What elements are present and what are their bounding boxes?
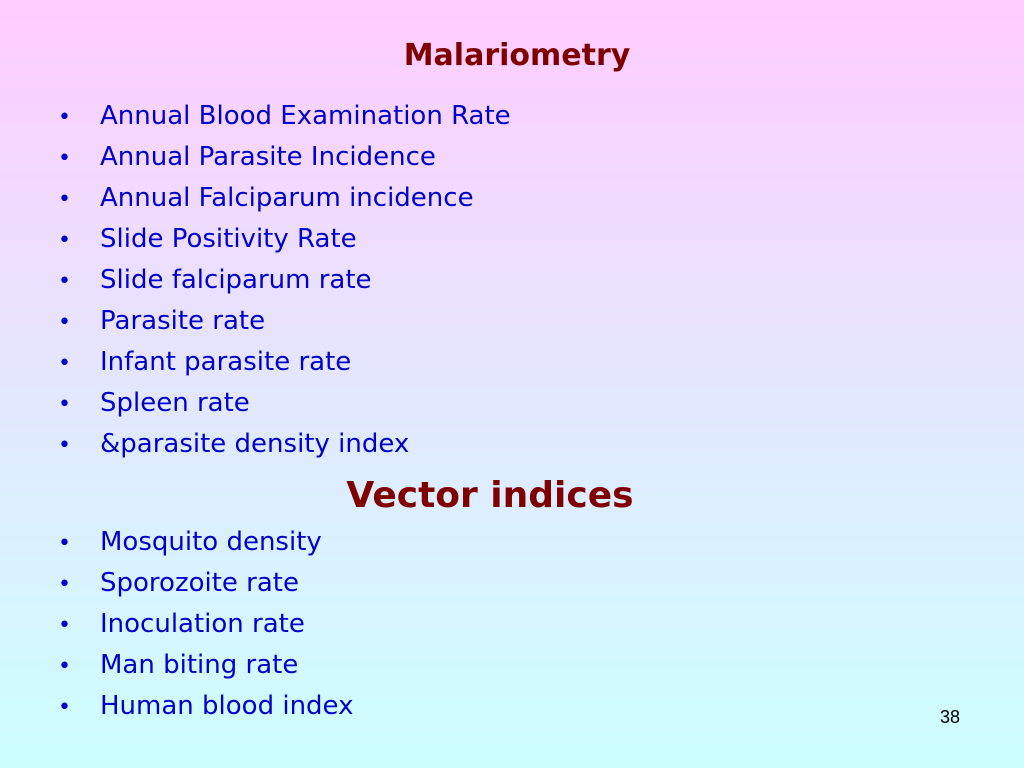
bullet-icon: • — [58, 146, 71, 171]
list-item-label: Slide falciparum rate — [100, 265, 372, 295]
list-item: • Slide Positivity Rate — [58, 219, 511, 260]
bullet-icon: • — [58, 310, 71, 335]
list-item: • Annual Parasite Incidence — [58, 137, 511, 178]
list-item: • Mosquito density — [58, 522, 353, 563]
list-item-label: Infant parasite rate — [100, 347, 352, 377]
list-item: • Infant parasite rate — [58, 342, 511, 383]
list-item-label: &parasite density index — [100, 429, 410, 459]
bullet-icon: • — [58, 613, 71, 638]
bullet-icon: • — [58, 228, 71, 253]
list-item-label: Inoculation rate — [100, 609, 305, 639]
list-item: • Inoculation rate — [58, 604, 353, 645]
list-item: • Annual Falciparum incidence — [58, 178, 511, 219]
bullet-icon: • — [58, 433, 71, 458]
list-item-label: Slide Positivity Rate — [100, 224, 357, 254]
slide-title: Malariometry — [403, 38, 631, 73]
vector-indices-list: • Mosquito density • Sporozoite rate • Inoc… — [58, 522, 353, 727]
list-item-label: Sporozoite rate — [100, 568, 299, 598]
malariometry-list: • Annual Blood Examination Rate • Annual P… — [58, 96, 511, 465]
bullet-icon: • — [58, 531, 71, 556]
list-item-label: Annual Falciparum incidence — [100, 183, 474, 213]
list-item-label: Annual Parasite Incidence — [100, 142, 436, 172]
bullet-icon: • — [58, 654, 71, 679]
list-item: • Slide falciparum rate — [58, 260, 511, 301]
list-item-label: Man biting rate — [100, 650, 299, 680]
list-item: • Spleen rate — [58, 383, 511, 424]
list-item: • Sporozoite rate — [58, 563, 353, 604]
bullet-icon: • — [58, 392, 71, 417]
list-item: • Parasite rate — [58, 301, 511, 342]
bullet-icon: • — [58, 187, 71, 212]
bullet-icon: • — [58, 105, 71, 130]
bullet-icon: • — [58, 695, 71, 720]
list-item-label: Mosquito density — [100, 527, 322, 557]
list-item-label: Human blood index — [100, 691, 354, 721]
list-item-label: Spleen rate — [100, 388, 250, 418]
bullet-icon: • — [58, 269, 71, 294]
bullet-icon: • — [58, 351, 71, 376]
list-item-label: Parasite rate — [100, 306, 266, 336]
page-number: 38 — [940, 707, 961, 727]
section-title-vector-indices: Vector indices — [346, 475, 634, 516]
list-item: • Man biting rate — [58, 645, 353, 686]
list-item: • Human blood index — [58, 686, 353, 727]
list-item: • Annual Blood Examination Rate — [58, 96, 511, 137]
list-item: • &parasite density index — [58, 424, 511, 465]
list-item-label: Annual Blood Examination Rate — [100, 101, 511, 131]
bullet-icon: • — [58, 572, 71, 597]
